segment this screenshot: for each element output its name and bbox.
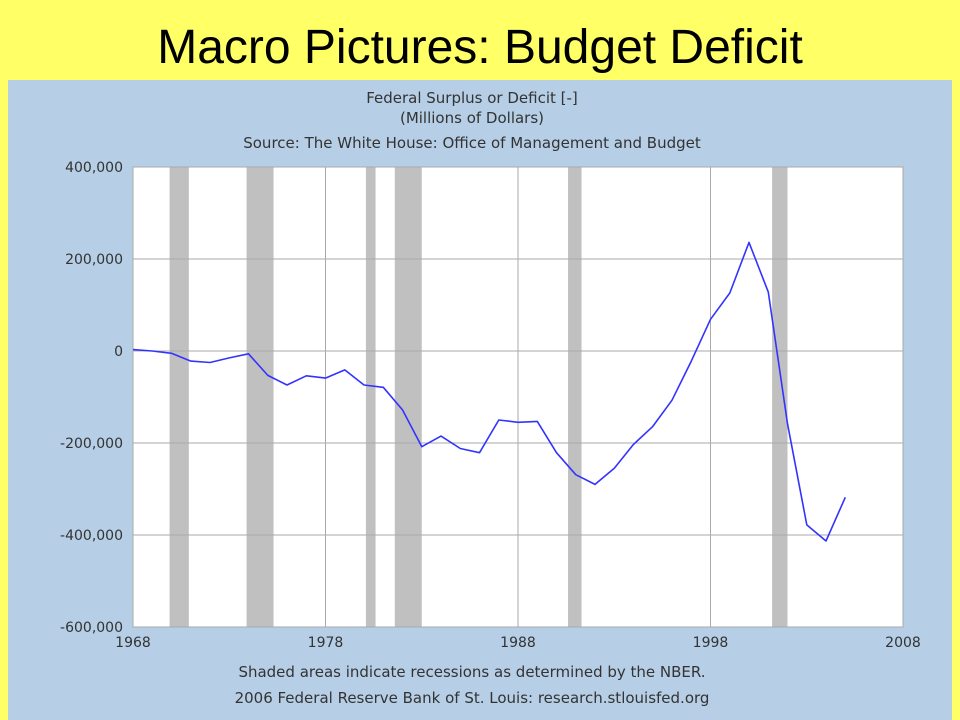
x-tick-label-0: 1968 bbox=[115, 635, 151, 651]
slide-title: Macro Pictures: Budget Deficit bbox=[157, 21, 803, 74]
y-tick-label-0: 400,000 bbox=[65, 160, 123, 176]
x-tick-label-2: 1988 bbox=[500, 635, 536, 651]
recession-bands bbox=[169, 167, 788, 627]
recession-band-3 bbox=[394, 167, 422, 627]
series-line-0 bbox=[132, 241, 847, 542]
recession-band-5 bbox=[772, 167, 788, 627]
y-tick-label-1: 200,000 bbox=[65, 252, 123, 268]
recession-band-1 bbox=[246, 167, 274, 627]
series-group bbox=[132, 241, 847, 542]
copyright-note: 2006 Federal Reserve Bank of St. Louis: … bbox=[235, 689, 710, 707]
recession-band-0 bbox=[169, 167, 189, 627]
budget-deficit-chart: Federal Surplus or Deficit [-] (Millions… bbox=[60, 89, 921, 707]
chart-title-group: Federal Surplus or Deficit [-] (Millions… bbox=[243, 89, 701, 152]
gridlines bbox=[132, 166, 904, 628]
x-tick-label-4: 2008 bbox=[885, 635, 921, 651]
y-tick-label-3: -200,000 bbox=[60, 436, 123, 452]
recession-band-4 bbox=[568, 167, 582, 627]
y-tick-label-4: -400,000 bbox=[60, 528, 123, 544]
y-tick-label-5: -600,000 bbox=[60, 620, 123, 636]
y-tick-label-2: 0 bbox=[114, 344, 123, 360]
chart-panel: Federal Surplus or Deficit [-] (Millions… bbox=[8, 80, 952, 720]
chart-title-line-1: Federal Surplus or Deficit [-] bbox=[366, 89, 578, 107]
chart-footer-group: Shaded areas indicate recessions as dete… bbox=[235, 663, 710, 707]
recession-note: Shaded areas indicate recessions as dete… bbox=[238, 663, 705, 681]
x-tick-label-1: 1978 bbox=[308, 635, 344, 651]
x-tick-label-3: 1998 bbox=[693, 635, 729, 651]
y-axis-tick-labels: 400,000 200,000 0 -200,000 -400,000 -600,000 bbox=[60, 160, 123, 636]
chart-title-line-2: (Millions of Dollars) bbox=[400, 109, 544, 127]
x-axis-tick-labels: 1968 1978 1988 1998 2008 bbox=[115, 635, 921, 651]
chart-source-line: Source: The White House: Office of Manag… bbox=[243, 134, 701, 152]
recession-band-2 bbox=[365, 167, 376, 627]
